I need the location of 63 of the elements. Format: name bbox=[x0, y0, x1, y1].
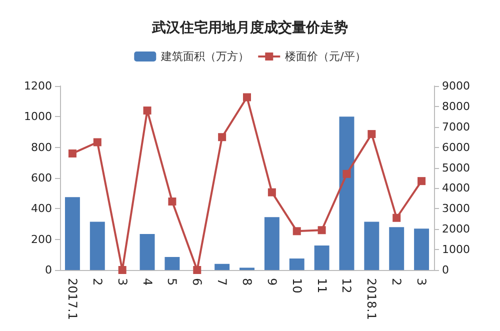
bar bbox=[140, 234, 155, 270]
point bbox=[218, 133, 226, 142]
legend-label: 楼面价（元/平） bbox=[285, 50, 366, 63]
point bbox=[243, 93, 251, 102]
point bbox=[418, 177, 426, 186]
bar bbox=[164, 256, 180, 270]
bar bbox=[240, 268, 254, 270]
point bbox=[143, 106, 152, 115]
bar bbox=[389, 227, 404, 270]
y2-tick-label: 7000 bbox=[442, 120, 470, 134]
y2-tick-label: 0 bbox=[442, 264, 449, 277]
y2-tick-label: 3000 bbox=[442, 202, 470, 216]
x-tick-label: 3 bbox=[414, 278, 429, 286]
legend-label: 建筑面积（万方） bbox=[160, 50, 250, 63]
point bbox=[93, 138, 102, 146]
x-tick-label: 5 bbox=[165, 278, 180, 286]
point bbox=[193, 266, 202, 274]
x-tick-label: 3 bbox=[115, 278, 130, 286]
x-tick-label: 10 bbox=[290, 278, 304, 294]
x-tick-label: 11 bbox=[314, 278, 329, 294]
x-tick-label: 7 bbox=[215, 278, 230, 286]
bar bbox=[214, 264, 230, 270]
y-tick-label: 800 bbox=[31, 140, 52, 154]
y-tick-label: 1000 bbox=[24, 110, 52, 124]
y-tick-label: 400 bbox=[31, 202, 52, 216]
x-tick-label: 12 bbox=[340, 278, 354, 294]
bar bbox=[414, 228, 430, 270]
point bbox=[368, 130, 376, 138]
bar bbox=[364, 222, 380, 270]
bar bbox=[289, 258, 304, 270]
y2-tick-label: 6000 bbox=[442, 140, 470, 154]
bar bbox=[90, 222, 105, 270]
bar bbox=[314, 245, 330, 270]
y-tick-label: 200 bbox=[31, 232, 52, 246]
bar bbox=[264, 217, 280, 270]
y2-tick-label: 9000 bbox=[442, 80, 470, 92]
point bbox=[392, 214, 401, 222]
x-tick-label: 4 bbox=[140, 278, 154, 286]
y-tick-label: 1200 bbox=[24, 80, 52, 92]
bar bbox=[64, 197, 80, 270]
bar bbox=[339, 116, 354, 270]
y-tick-label: 0 bbox=[45, 264, 52, 277]
x-tick-label: 2 bbox=[390, 278, 404, 286]
x-tick-label: 2017.1 bbox=[65, 278, 80, 320]
point bbox=[292, 227, 301, 236]
x-tick-label: 8 bbox=[240, 278, 254, 286]
y2-tick-label: 4000 bbox=[442, 182, 470, 195]
x-tick-label: 6 bbox=[190, 278, 204, 286]
y2-tick-label: 5000 bbox=[442, 161, 470, 174]
x-tick-label: 9 bbox=[264, 278, 279, 286]
point bbox=[168, 198, 176, 206]
y2-tick-label: 8000 bbox=[442, 100, 470, 113]
point bbox=[268, 188, 276, 196]
chart-title: 武汉住宅用地月度成交量价走势 bbox=[151, 19, 348, 36]
point bbox=[318, 226, 326, 234]
x-tick-label: 2 bbox=[90, 278, 104, 286]
point bbox=[68, 149, 76, 158]
point bbox=[342, 170, 351, 178]
y2-tick-label: 1000 bbox=[442, 243, 470, 256]
point bbox=[118, 266, 126, 274]
y-tick-label: 600 bbox=[31, 172, 52, 185]
x-tick-label: 2018.1 bbox=[364, 278, 379, 320]
y2-tick-label: 2000 bbox=[442, 222, 470, 236]
